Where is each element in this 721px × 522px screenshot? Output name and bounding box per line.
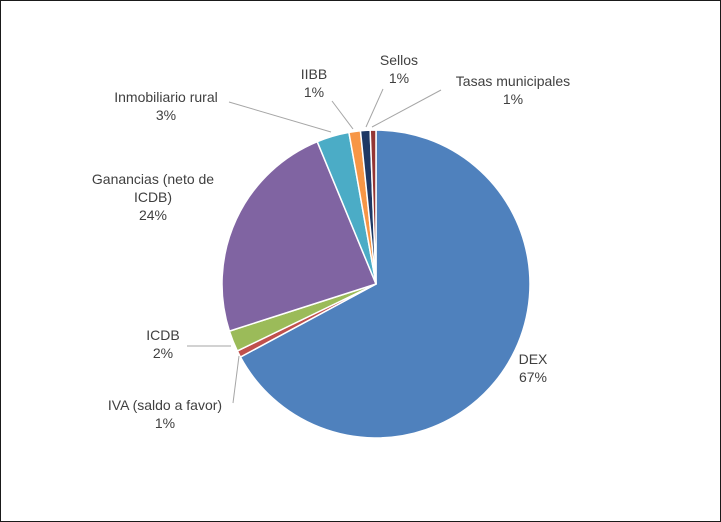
data-label-percent-sellos: 1% <box>389 70 409 86</box>
pie-slice-tasas-municipales <box>369 129 377 285</box>
data-label-percent-iva-saldo-a-favor: 1% <box>155 415 175 431</box>
data-label-percent-tasas-municipales: 1% <box>503 91 523 107</box>
pie-slice-dex <box>239 129 531 439</box>
leader-line-tasas-municipales <box>371 89 442 128</box>
data-label-percent-inmobiliario-rural: 3% <box>156 107 176 123</box>
data-label-name-iibb: IIBB <box>301 66 327 82</box>
pie-slice-ganancias-neto-de-icdb <box>221 140 378 333</box>
data-label-name-dex: DEX <box>519 351 548 367</box>
data-label-name-inmobiliario-rural: Inmobiliario rural <box>114 89 217 105</box>
leader-lines <box>187 88 442 404</box>
leader-line-sellos <box>365 88 384 128</box>
data-label-name-sellos: Sellos <box>380 52 418 68</box>
data-label-name-ganancias-neto-de-icdb: Ganancias (neto de <box>92 171 214 187</box>
data-label-name-icdb: ICDB <box>146 327 179 343</box>
data-label-percent-dex: 67% <box>519 369 547 385</box>
slices-layer <box>221 129 531 439</box>
data-label-percent-ganancias-neto-de-icdb: 24% <box>139 207 167 223</box>
data-label-name-iva-saldo-a-favor: IVA (saldo a favor) <box>108 397 222 413</box>
data-label-percent-icdb: 2% <box>153 345 173 361</box>
data-label-name-ganancias-neto-de-icdb: ICDB) <box>134 189 172 205</box>
data-labels: DEX 67% IVA (saldo a favor) 1% ICDB 2% Gananci… <box>92 52 570 431</box>
data-label-name-tasas-municipales: Tasas municipales <box>456 73 570 89</box>
leader-line-iva-saldo-a-favor <box>232 355 240 404</box>
leader-line-inmobiliario-rural <box>228 101 332 133</box>
leader-line-iibb <box>331 100 354 130</box>
data-label-percent-iibb: 1% <box>304 84 324 100</box>
